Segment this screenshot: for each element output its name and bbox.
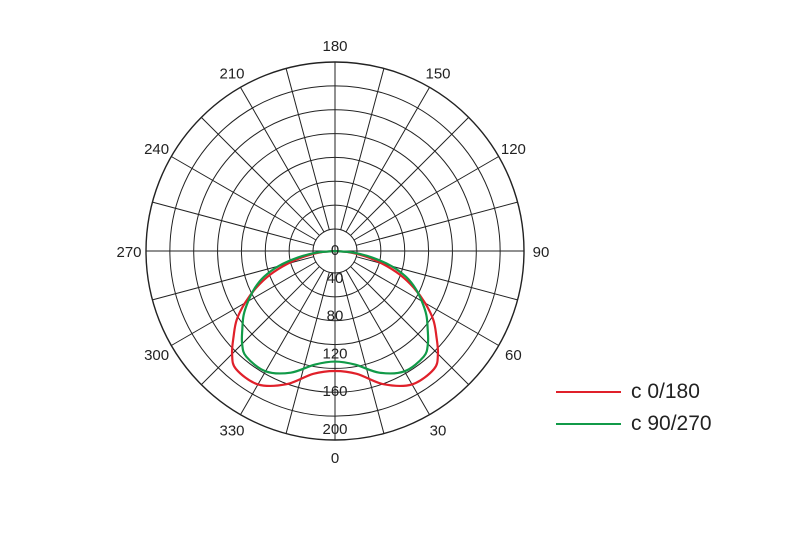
grid-spoke [340, 68, 385, 230]
series-line-1 [240, 249, 430, 375]
radial-tick-label: 80 [327, 308, 344, 325]
angle-tick-label: 240 [144, 141, 169, 158]
angle-tick-label: 150 [425, 66, 450, 83]
grid-spoke [340, 272, 385, 434]
legend-item-c0-180: c 0/180 [556, 380, 700, 404]
angle-tick-label: 270 [116, 244, 141, 261]
grid-spoke [201, 266, 320, 385]
grid-spoke [240, 269, 325, 415]
legend-label: c 0/180 [631, 380, 700, 403]
angle-tick-label: 180 [322, 38, 347, 55]
radial-tick-label: 120 [322, 345, 347, 362]
angle-tick-label: 30 [430, 422, 447, 439]
grid-spoke [345, 87, 430, 233]
grid-spoke [285, 272, 330, 434]
radial-tick-label: 0 [331, 242, 339, 259]
legend-swatch-red [556, 391, 621, 393]
grid-spoke [152, 201, 314, 246]
angle-tick-label: 90 [533, 244, 550, 261]
radial-tick-label: 200 [322, 421, 347, 438]
radial-tick-label: 40 [327, 270, 344, 287]
grid-spoke [345, 269, 430, 415]
angle-tick-label: 330 [219, 422, 244, 439]
grid-spoke [201, 117, 320, 236]
grid-spoke [350, 117, 469, 236]
grid-spoke [285, 68, 330, 230]
series-line-0 [230, 249, 440, 388]
grid-spoke [171, 156, 317, 241]
legend-item-c90-270: c 90/270 [556, 412, 712, 436]
angle-tick-label: 60 [505, 347, 522, 364]
intensity-curves [230, 249, 440, 388]
radial-tick-label: 160 [322, 383, 347, 400]
angle-tick-label: 300 [144, 347, 169, 364]
grid-spoke [353, 156, 499, 241]
angle-tick-label: 210 [219, 66, 244, 83]
angle-tick-label: 120 [501, 141, 526, 158]
angle-tick-label: 0 [331, 450, 339, 467]
tick-labels: 0 30 60 90 120 150 180 210 240 270 300 330 0 40 80 120 1… [116, 38, 549, 467]
legend-label: c 90/270 [631, 412, 712, 435]
legend-swatch-green [556, 423, 621, 425]
grid-spoke [356, 201, 518, 246]
grid-spoke [350, 266, 469, 385]
grid-spoke [240, 87, 325, 233]
